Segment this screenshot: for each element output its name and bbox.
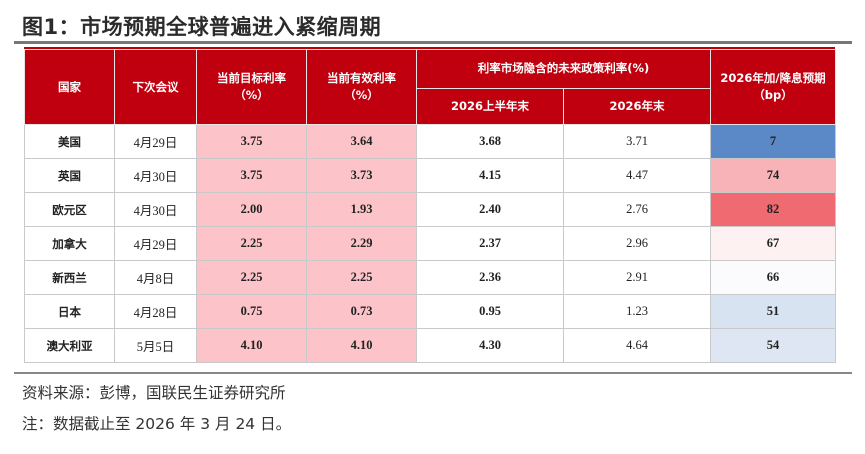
table-row: 加拿大 4月29日 2.25 2.29 2.37 2.96 67 (24, 226, 837, 261)
cell-bp-forecast: 51 (710, 294, 837, 329)
cell-country: 新西兰 (24, 260, 115, 295)
cell-target-rate: 2.25 (196, 226, 307, 261)
cell-country: 英国 (24, 158, 115, 193)
table-body: 美国 4月29日 3.75 3.64 3.68 3.71 7 英国 4月30日 3.75 3.73 4… (24, 124, 837, 363)
header-target-rate: 当前目标利率 （%） (196, 49, 307, 125)
cell-next-meeting: 4月28日 (114, 294, 197, 329)
cell-year-end-rate: 4.47 (562, 158, 712, 193)
cell-target-rate: 2.00 (196, 192, 307, 227)
cell-next-meeting: 4月29日 (114, 124, 197, 159)
cell-bp-forecast: 66 (710, 260, 837, 295)
cell-year-end-rate: 4.64 (562, 328, 712, 363)
date-note: 注：数据截止至 2026 年 3 月 24 日。 (22, 415, 292, 433)
cell-effective-rate: 4.10 (306, 328, 417, 363)
cell-effective-rate: 2.29 (306, 226, 417, 261)
cell-effective-rate: 0.73 (306, 294, 417, 329)
cell-year-end-rate: 3.71 (562, 124, 712, 159)
table-row: 澳大利亚 5月5日 4.10 4.10 4.30 4.64 54 (24, 328, 837, 363)
table-row: 英国 4月30日 3.75 3.73 4.15 4.47 74 (24, 158, 837, 193)
cell-next-meeting: 4月30日 (114, 158, 197, 193)
cell-country: 美国 (24, 124, 115, 159)
cell-target-rate: 3.75 (196, 158, 307, 193)
source-note: 资料来源：彭博，国联民生证券研究所 (22, 384, 286, 402)
cell-bp-forecast: 82 (710, 192, 837, 227)
cell-bp-forecast: 7 (710, 124, 837, 159)
figure-title: 图1：市场预期全球普遍进入紧缩周期 (22, 15, 382, 39)
table-row: 美国 4月29日 3.75 3.64 3.68 3.71 7 (24, 124, 837, 159)
cell-country: 欧元区 (24, 192, 115, 227)
cell-country: 日本 (24, 294, 115, 329)
cell-next-meeting: 4月29日 (114, 226, 197, 261)
rates-table-container: 国家 下次会议 当前目标利率 （%） 当前有效利率 （%） 利率市场隐含的未来政… (24, 47, 837, 363)
header-country: 国家 (24, 49, 115, 125)
cell-year-end-rate: 2.76 (562, 192, 712, 227)
header-next-meeting: 下次会议 (114, 49, 197, 125)
table-row: 日本 4月28日 0.75 0.73 0.95 1.23 51 (24, 294, 837, 329)
cell-effective-rate: 3.64 (306, 124, 417, 159)
cell-bp-forecast: 74 (710, 158, 837, 193)
cell-h1-end-rate: 4.15 (416, 158, 564, 193)
cell-h1-end-rate: 4.30 (416, 328, 564, 363)
cell-h1-end-rate: 2.37 (416, 226, 564, 261)
cell-next-meeting: 5月5日 (114, 328, 197, 363)
cell-country: 加拿大 (24, 226, 115, 261)
header-implied-rate-group: 利率市场隐含的未来政策利率(%) (415, 49, 712, 89)
header-h1-end: 2026上半年末 (416, 87, 564, 125)
cell-target-rate: 3.75 (196, 124, 307, 159)
cell-year-end-rate: 2.91 (562, 260, 712, 295)
cell-bp-forecast: 67 (710, 226, 837, 261)
footer-divider (14, 372, 852, 374)
cell-country: 澳大利亚 (24, 328, 115, 363)
cell-h1-end-rate: 0.95 (416, 294, 564, 329)
cell-year-end-rate: 1.23 (562, 294, 712, 329)
header-effective-rate: 当前有效利率 （%） (306, 49, 417, 125)
cell-target-rate: 0.75 (196, 294, 307, 329)
cell-h1-end-rate: 3.68 (416, 124, 564, 159)
header-bp-forecast: 2026年加/降息预期 （bp） (710, 49, 837, 125)
cell-h1-end-rate: 2.36 (416, 260, 564, 295)
cell-target-rate: 2.25 (196, 260, 307, 295)
cell-effective-rate: 1.93 (306, 192, 417, 227)
cell-effective-rate: 3.73 (306, 158, 417, 193)
header-year-end: 2026年末 (562, 87, 712, 125)
cell-next-meeting: 4月30日 (114, 192, 197, 227)
cell-next-meeting: 4月8日 (114, 260, 197, 295)
table-row: 欧元区 4月30日 2.00 1.93 2.40 2.76 82 (24, 192, 837, 227)
title-divider (14, 41, 852, 44)
rates-table: 国家 下次会议 当前目标利率 （%） 当前有效利率 （%） 利率市场隐含的未来政… (24, 49, 837, 363)
cell-target-rate: 4.10 (196, 328, 307, 363)
table-row: 新西兰 4月8日 2.25 2.25 2.36 2.91 66 (24, 260, 837, 295)
cell-effective-rate: 2.25 (306, 260, 417, 295)
cell-bp-forecast: 54 (710, 328, 837, 363)
cell-h1-end-rate: 2.40 (416, 192, 564, 227)
cell-year-end-rate: 2.96 (562, 226, 712, 261)
